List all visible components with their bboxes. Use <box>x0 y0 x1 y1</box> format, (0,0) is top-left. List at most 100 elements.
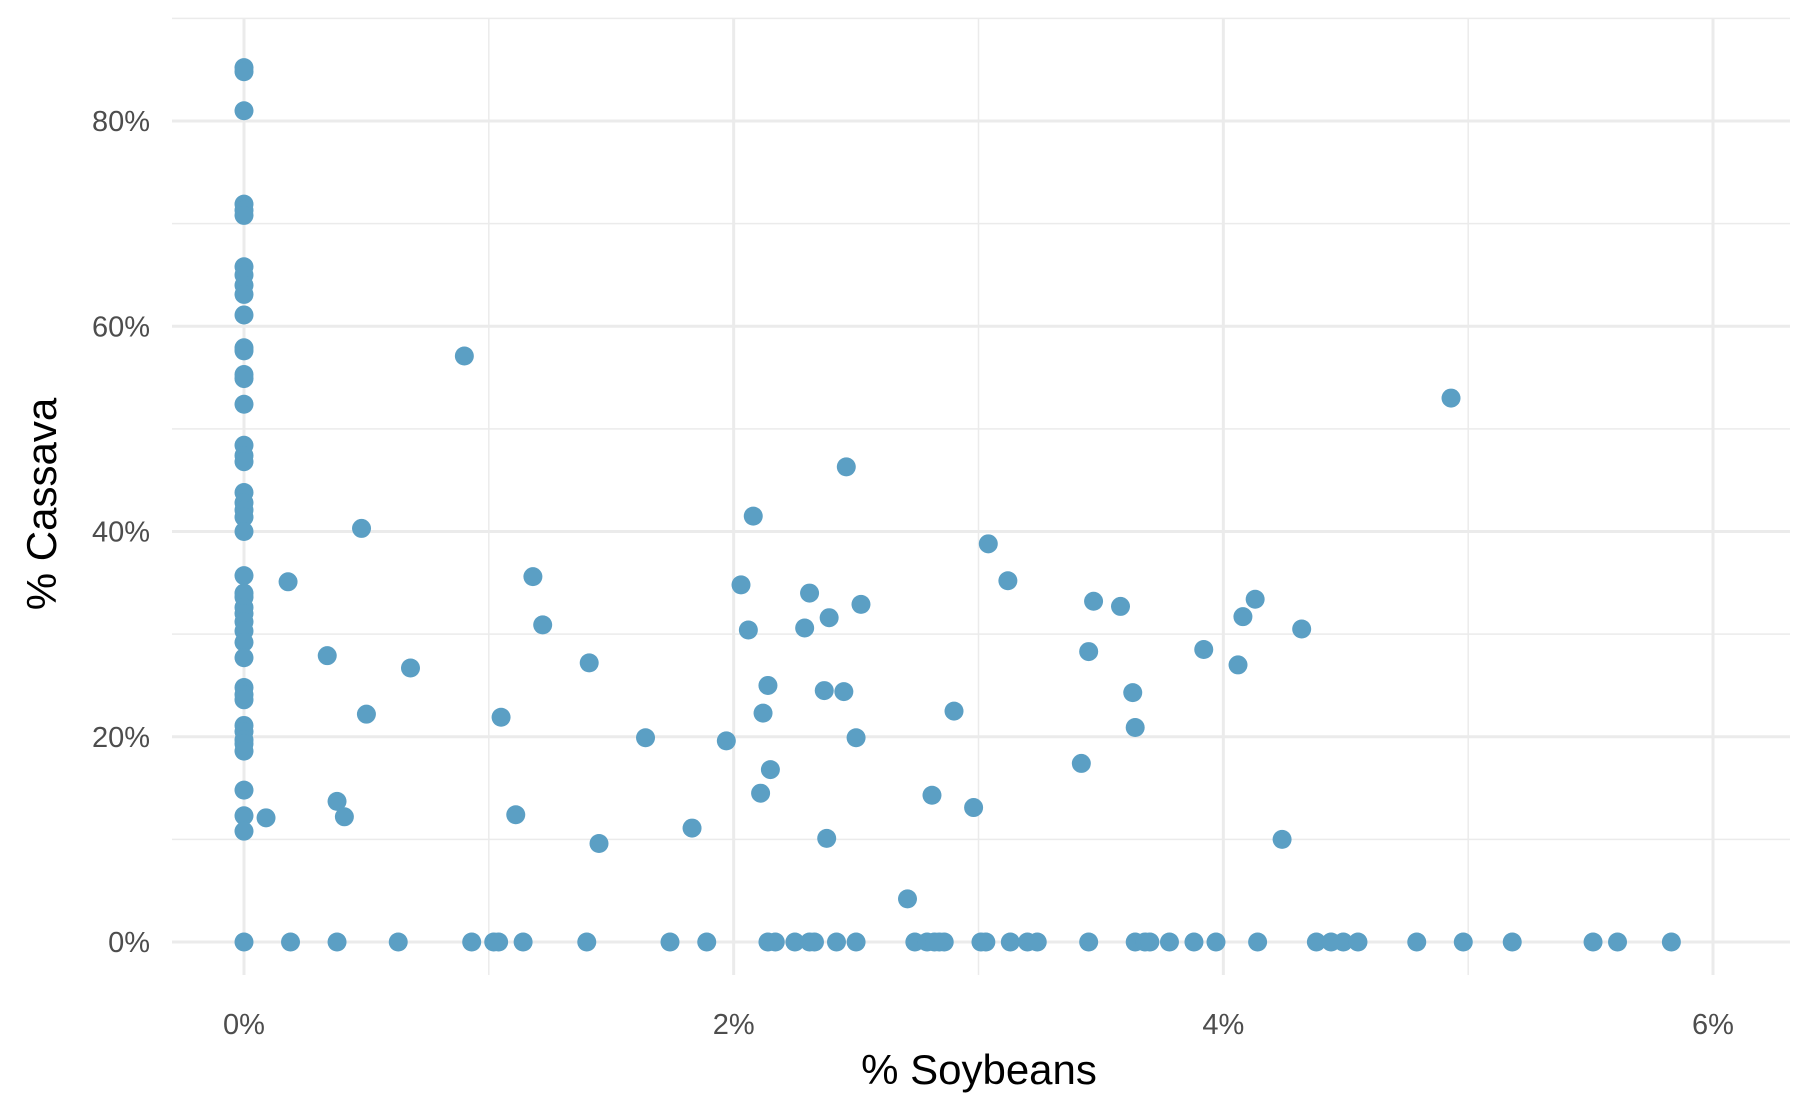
data-point <box>234 806 254 826</box>
x-axis-title: % Soybeans <box>861 1046 1097 1093</box>
data-point <box>1140 932 1160 952</box>
data-point <box>506 805 526 825</box>
data-point <box>846 728 866 748</box>
data-point <box>234 394 254 414</box>
data-point <box>800 583 820 603</box>
data-point <box>281 932 301 952</box>
data-point <box>400 658 420 678</box>
y-axis-title: % Cassava <box>18 397 65 610</box>
data-point <box>462 932 482 952</box>
data-point <box>1333 932 1353 952</box>
data-point <box>716 731 736 751</box>
y-tick-label: 20% <box>92 722 150 754</box>
data-point <box>814 681 834 701</box>
data-point <box>922 785 942 805</box>
data-point <box>1206 932 1226 952</box>
y-tick-label: 0% <box>108 927 150 959</box>
data-point <box>234 648 254 668</box>
data-point <box>234 780 254 800</box>
data-point <box>964 798 984 818</box>
data-point <box>753 703 773 723</box>
data-point <box>1184 932 1204 952</box>
data-point <box>234 932 254 952</box>
data-point <box>1441 388 1461 408</box>
data-point <box>489 932 509 952</box>
data-point <box>1407 932 1427 952</box>
data-point <box>327 932 347 952</box>
data-point <box>327 791 347 811</box>
data-point <box>1306 932 1326 952</box>
data-point <box>944 701 964 721</box>
data-point <box>1027 932 1047 952</box>
data-point <box>234 101 254 121</box>
data-point <box>1079 932 1099 952</box>
data-point <box>589 833 609 853</box>
data-point <box>819 608 839 628</box>
data-point <box>1194 640 1214 660</box>
data-point <box>234 507 254 527</box>
data-point <box>533 615 553 635</box>
data-point <box>804 932 824 952</box>
data-point <box>758 675 778 695</box>
data-point <box>234 284 254 304</box>
data-point <box>743 506 763 526</box>
data-point <box>234 369 254 389</box>
data-point <box>817 828 837 848</box>
data-point <box>1159 932 1179 952</box>
data-point <box>1233 607 1253 627</box>
data-point <box>1292 619 1312 639</box>
data-point <box>836 457 856 477</box>
data-point <box>1084 591 1104 611</box>
data-point <box>278 572 298 592</box>
data-point <box>731 575 751 595</box>
y-tick-label: 80% <box>92 106 150 138</box>
x-axis-tick-labels: 0% 2% 4% 6% <box>223 1009 1734 1041</box>
data-point <box>1661 932 1681 952</box>
data-point <box>1079 642 1099 662</box>
data-point <box>976 932 996 952</box>
data-point <box>1071 753 1091 773</box>
data-point <box>1111 596 1131 616</box>
data-point <box>1000 932 1020 952</box>
data-point <box>234 341 254 361</box>
data-point <box>760 760 780 780</box>
data-point <box>897 889 917 909</box>
data-point <box>388 932 408 952</box>
data-point <box>1348 932 1368 952</box>
y-axis-tick-labels: 0% 20% 40% 60% 80% <box>92 106 150 959</box>
data-point <box>334 807 354 827</box>
data-point <box>795 618 815 638</box>
data-point <box>523 567 543 587</box>
data-point <box>234 566 254 586</box>
data-points <box>234 58 1681 952</box>
data-point <box>234 62 254 82</box>
data-point <box>454 346 474 366</box>
x-tick-label: 0% <box>223 1009 265 1041</box>
data-point <box>234 522 254 541</box>
data-point <box>1608 932 1628 952</box>
data-point <box>660 932 680 952</box>
x-tick-label: 2% <box>713 1009 755 1041</box>
data-point <box>256 808 276 828</box>
data-point <box>1125 718 1145 738</box>
data-point <box>234 452 254 472</box>
data-point <box>978 534 998 554</box>
data-point <box>491 707 511 727</box>
data-point <box>1453 932 1473 952</box>
data-point <box>234 821 254 841</box>
data-point <box>1123 683 1143 703</box>
data-point <box>765 932 785 952</box>
data-point <box>846 932 866 952</box>
y-tick-label: 60% <box>92 311 150 343</box>
data-point <box>234 741 254 761</box>
data-point <box>785 932 805 952</box>
data-point <box>636 728 656 748</box>
data-point <box>851 594 871 614</box>
data-point <box>826 932 846 952</box>
data-point <box>697 932 717 952</box>
data-point <box>998 571 1018 591</box>
data-point <box>751 783 771 803</box>
data-point <box>317 646 337 666</box>
data-point <box>738 620 758 640</box>
